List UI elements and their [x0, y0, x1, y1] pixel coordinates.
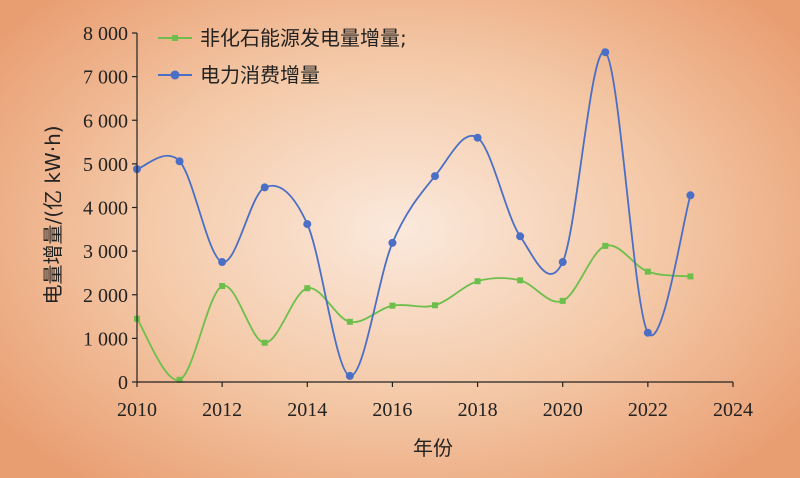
y-tick-label: 6 000	[83, 110, 128, 132]
y-tick-label: 4 000	[83, 198, 128, 220]
series-1-point	[431, 172, 439, 181]
y-tick-label: 0	[118, 372, 128, 394]
series-0-point	[304, 285, 311, 292]
series-0-point	[432, 302, 438, 309]
series-0-point	[389, 302, 396, 309]
legend: 非化石能源发电量增量; 电力消费增量	[158, 26, 407, 87]
series-1-point	[686, 191, 695, 200]
legend-label-1: 电力消费增量	[200, 63, 320, 87]
x-tick-label: 2016	[372, 399, 412, 421]
series-1-point	[643, 328, 652, 337]
ticks-layer: 2010 2012 2014 2016 2018 2020 2022 2024 0 1 000 2 …	[83, 23, 753, 421]
series-1-point	[558, 258, 567, 267]
y-axis-title: 电量增量/(亿 kW·h)	[41, 125, 65, 304]
y-tick-label: 2 000	[83, 285, 128, 307]
series-0-point	[687, 273, 694, 280]
series-1-point	[218, 258, 227, 267]
y-tick-label: 7 000	[83, 67, 128, 89]
series-0-point	[474, 278, 481, 285]
x-tick-label: 2024	[713, 399, 753, 421]
y-tick-label: 5 000	[83, 154, 128, 176]
series-0-point	[644, 268, 651, 275]
series-1-point	[175, 157, 184, 166]
series-1-point	[473, 133, 482, 142]
series-layer	[133, 48, 695, 383]
series-1-point	[260, 183, 269, 192]
x-tick-label: 2018	[458, 399, 498, 421]
series-0-point	[219, 283, 226, 290]
series-line-1	[136, 51, 692, 377]
y-tick-label: 8 000	[83, 23, 128, 45]
x-axis-title: 年份	[413, 436, 453, 460]
series-1-point	[516, 232, 525, 241]
series-0-point	[602, 242, 609, 249]
x-tick-label: 2020	[543, 399, 583, 421]
series-0-point	[261, 339, 268, 346]
legend-label-0: 非化石能源发电量增量;	[200, 26, 407, 50]
legend-swatch-marker-1	[170, 70, 180, 80]
series-0-point	[559, 297, 566, 304]
series-0-point	[517, 277, 524, 284]
x-tick-label: 2012	[202, 399, 242, 421]
x-tick-label: 2014	[287, 399, 327, 421]
series-line-0	[136, 244, 691, 381]
series-1-point	[601, 48, 610, 57]
series-0-point	[346, 318, 353, 325]
series-0-point	[176, 376, 183, 383]
series-1-point	[303, 220, 312, 229]
x-tick-label: 2022	[628, 399, 668, 421]
x-tick-label: 2010	[117, 399, 157, 421]
series-1-point	[388, 238, 397, 247]
legend-swatch-marker-0	[172, 35, 178, 41]
series-1-point	[345, 371, 354, 380]
y-tick-label: 1 000	[83, 328, 128, 350]
y-tick-label: 3 000	[83, 241, 128, 263]
